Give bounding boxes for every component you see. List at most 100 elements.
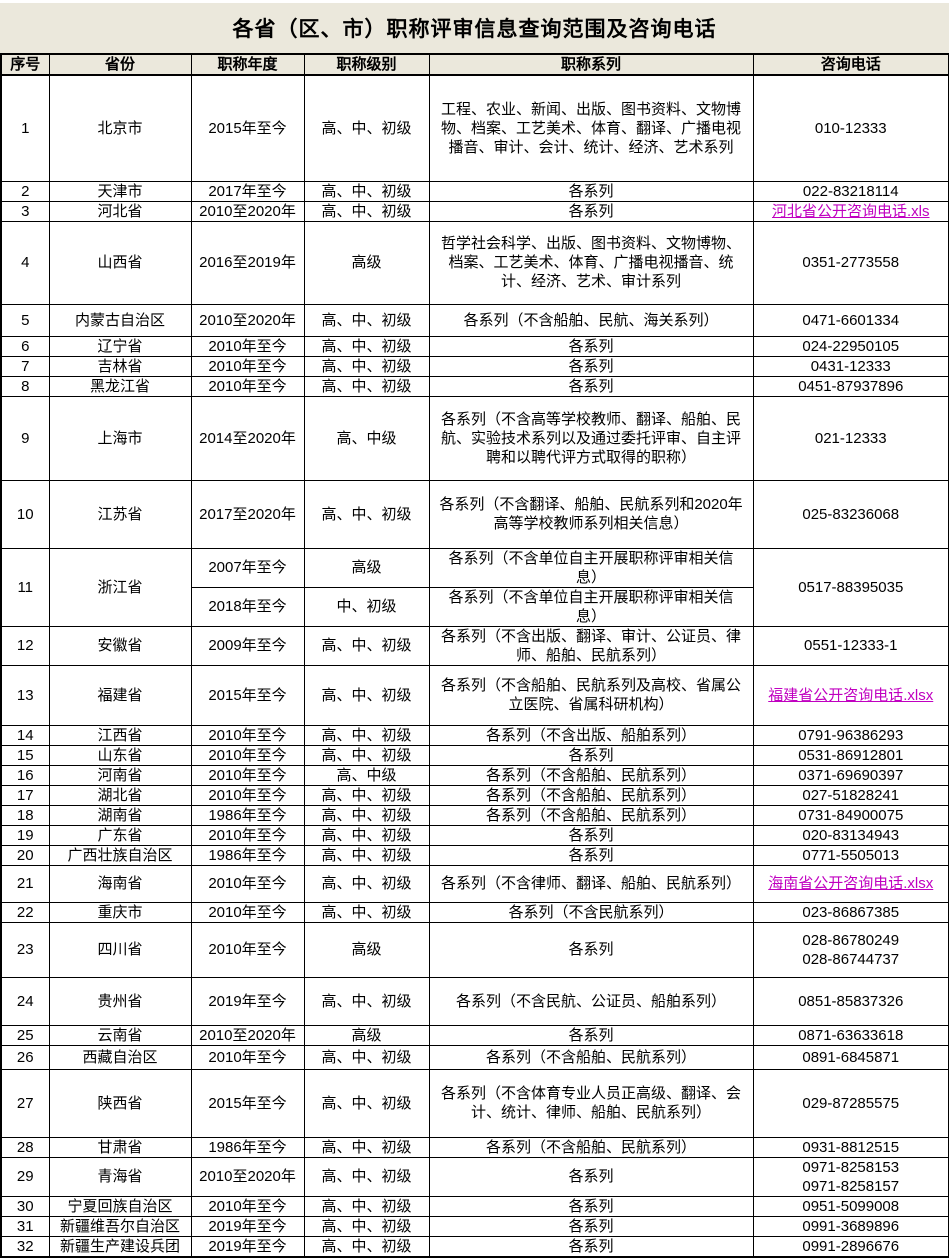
phone-cell: 0791-96386293 bbox=[752, 724, 949, 746]
table-row: 8 黑龙江省 2010年至今 高、中、初级 各系列 0451-87937896 bbox=[0, 375, 949, 397]
level-cell: 高、中、初级 bbox=[303, 784, 430, 806]
province-cell: 贵州省 bbox=[48, 976, 192, 1026]
seq-cell: 20 bbox=[0, 844, 50, 866]
province-cell: 新疆生产建设兵团 bbox=[48, 1235, 192, 1257]
phone-cell: 029-87285575 bbox=[752, 1068, 949, 1138]
phone-cell: 0891-6845871 bbox=[752, 1044, 949, 1070]
level-cell: 高、中、初级 bbox=[303, 1235, 430, 1257]
seq-cell: 7 bbox=[0, 355, 50, 377]
phone-cell: 025-83236068 bbox=[752, 479, 949, 549]
seq-cell: 8 bbox=[0, 375, 50, 397]
phone-cell: 0851-85837326 bbox=[752, 976, 949, 1026]
phone-file-link[interactable]: 海南省公开咨询电话.xlsx bbox=[768, 875, 934, 892]
table-row: 16 河南省 2010年至今 高、中级 各系列（不含船舶、民航系列） 0371-69690… bbox=[0, 764, 949, 786]
series-cell: 各系列 bbox=[428, 1215, 754, 1237]
phone-cell: 024-22950105 bbox=[752, 335, 949, 357]
province-cell: 重庆市 bbox=[48, 901, 192, 923]
phone-number: 0431-12333 bbox=[810, 357, 891, 375]
phone-cell: 0991-2896676 bbox=[752, 1235, 949, 1257]
series-cell: 各系列（不含船舶、民航系列及高校、省属公立医院、省属科研机构） bbox=[428, 664, 754, 726]
seq-cell: 15 bbox=[0, 744, 50, 766]
level-cell: 高、中、初级 bbox=[303, 180, 430, 202]
province-cell: 宁夏回族自治区 bbox=[48, 1195, 192, 1217]
year-cell: 2018年至今 bbox=[190, 586, 305, 627]
year-cell: 2010至2020年 bbox=[190, 1024, 305, 1046]
phone-cell: 0731-84900075 bbox=[752, 804, 949, 826]
series-cell: 各系列 bbox=[428, 844, 754, 866]
province-cell: 内蒙古自治区 bbox=[48, 303, 192, 337]
seq-cell: 18 bbox=[0, 804, 50, 826]
phone-cell: 河北省公开咨询电话.xls bbox=[752, 200, 949, 222]
header-seq: 序号 bbox=[0, 53, 50, 76]
phone-number: 020-83134943 bbox=[802, 826, 900, 844]
level-cell: 高、中、初级 bbox=[303, 976, 430, 1026]
series-cell: 各系列（不含翻译、船舶、民航系列和2020年高等学校教师系列相关信息） bbox=[428, 479, 754, 549]
phone-number: 024-22950105 bbox=[802, 337, 900, 355]
series-cell: 各系列（不含民航系列） bbox=[428, 901, 754, 923]
year-cell: 2019年至今 bbox=[190, 976, 305, 1026]
phone-cell: 海南省公开咨询电话.xlsx bbox=[752, 864, 949, 903]
province-cell: 云南省 bbox=[48, 1024, 192, 1046]
series-cell: 工程、农业、新闻、出版、图书资料、文物博物、档案、工艺美术、体育、翻译、广播电视… bbox=[428, 74, 754, 182]
year-cell: 2010年至今 bbox=[190, 335, 305, 357]
phone-file-link[interactable]: 河北省公开咨询电话.xls bbox=[771, 202, 930, 220]
series-cell: 各系列（不含船舶、民航系列） bbox=[428, 1136, 754, 1158]
seq-cell: 29 bbox=[0, 1156, 50, 1197]
series-cell: 各系列 bbox=[428, 1235, 754, 1257]
phone-cell: 0551-12333-1 bbox=[752, 625, 949, 666]
year-cell: 2010年至今 bbox=[190, 764, 305, 786]
level-cell: 高、中、初级 bbox=[303, 664, 430, 726]
level-cell: 高级 bbox=[303, 547, 430, 588]
phone-cell: 0971-8258153 0971-8258157 bbox=[752, 1156, 949, 1197]
level-cell: 高、中、初级 bbox=[303, 844, 430, 866]
table-row: 3 河北省 2010至2020年 高、中、初级 各系列 河北省公开咨询电话.xls bbox=[0, 200, 949, 222]
series-cell: 各系列 bbox=[428, 200, 754, 222]
phone-number: 028-86744737 bbox=[802, 950, 900, 968]
level-cell: 高、中、初级 bbox=[303, 1156, 430, 1197]
year-cell: 2016至2019年 bbox=[190, 220, 305, 305]
level-cell: 高、中级 bbox=[303, 395, 430, 481]
phone-cell: 021-12333 bbox=[752, 395, 949, 481]
year-cell: 1986年至今 bbox=[190, 844, 305, 866]
table-row: 19 广东省 2010年至今 高、中、初级 各系列 020-83134943 bbox=[0, 824, 949, 846]
table-row: 7 吉林省 2010年至今 高、中、初级 各系列 0431-12333 bbox=[0, 355, 949, 377]
series-cell: 各系列 bbox=[428, 355, 754, 377]
year-cell: 2007年至今 bbox=[190, 547, 305, 588]
province-cell: 北京市 bbox=[48, 74, 192, 182]
phone-cell: 0351-2773558 bbox=[752, 220, 949, 305]
phone-number: 0471-6601334 bbox=[802, 311, 900, 329]
table-row: 24 贵州省 2019年至今 高、中、初级 各系列（不含民航、公证员、船舶系列） 0851… bbox=[0, 976, 949, 1026]
title-band: 各省（区、市）职称评审信息查询范围及咨询电话 bbox=[0, 3, 949, 53]
year-cell: 2010年至今 bbox=[190, 724, 305, 746]
seq-cell: 25 bbox=[0, 1024, 50, 1046]
province-cell: 山东省 bbox=[48, 744, 192, 766]
phone-cell: 0531-86912801 bbox=[752, 744, 949, 766]
phone-number: 0731-84900075 bbox=[798, 806, 904, 824]
phone-number: 0931-8812515 bbox=[802, 1138, 900, 1156]
province-cell: 天津市 bbox=[48, 180, 192, 202]
seq-cell: 13 bbox=[0, 664, 50, 726]
phone-number: 0991-2896676 bbox=[802, 1237, 900, 1255]
year-cell: 2010年至今 bbox=[190, 864, 305, 903]
phone-number: 0451-87937896 bbox=[798, 377, 904, 395]
province-cell: 河北省 bbox=[48, 200, 192, 222]
phone-file-link[interactable]: 福建省公开咨询电话.xlsx bbox=[768, 686, 934, 704]
level-cell: 高、中、初级 bbox=[303, 864, 430, 903]
header-province: 省份 bbox=[48, 53, 192, 76]
province-cell: 广东省 bbox=[48, 824, 192, 846]
series-cell: 各系列 bbox=[428, 180, 754, 202]
level-cell: 高、中、初级 bbox=[303, 824, 430, 846]
level-cell: 高级 bbox=[303, 1024, 430, 1046]
title-review-table: 序号 省份 职称年度 职称级别 职称系列 咨询电话 1 北京市 2015年至今 高、中… bbox=[0, 53, 949, 1258]
year-cell: 1986年至今 bbox=[190, 1136, 305, 1158]
table-row: 18 湖南省 1986年至今 高、中、初级 各系列（不含船舶、民航系列） 0731-849… bbox=[0, 804, 949, 826]
province-cell: 江苏省 bbox=[48, 479, 192, 549]
province-cell: 河南省 bbox=[48, 764, 192, 786]
phone-cell: 0431-12333 bbox=[752, 355, 949, 377]
seq-cell: 28 bbox=[0, 1136, 50, 1158]
table-row: 31 新疆维吾尔自治区 2019年至今 高、中、初级 各系列 0991-3689896 bbox=[0, 1215, 949, 1237]
province-cell: 陕西省 bbox=[48, 1068, 192, 1138]
province-cell: 湖南省 bbox=[48, 804, 192, 826]
series-cell: 各系列 bbox=[428, 1024, 754, 1046]
table-row: 13 福建省 2015年至今 高、中、初级 各系列（不含船舶、民航系列及高校、省属公立医… bbox=[0, 664, 949, 726]
